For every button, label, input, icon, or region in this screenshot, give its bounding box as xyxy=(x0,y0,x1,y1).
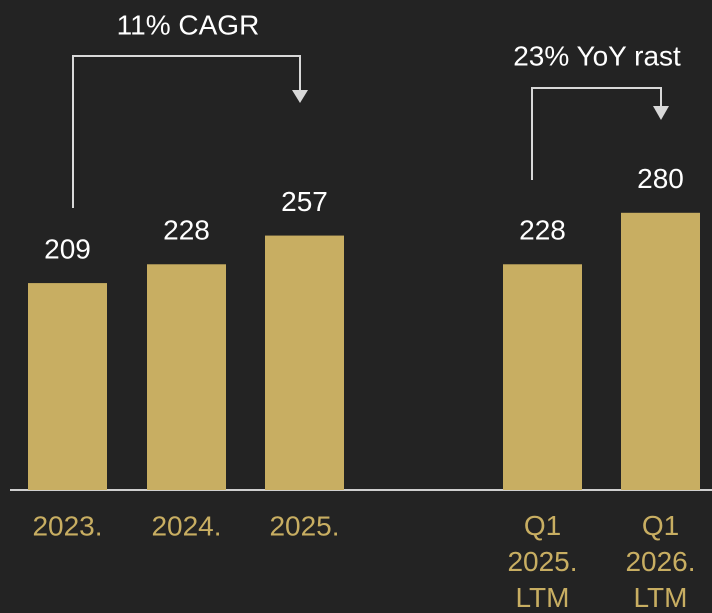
bar xyxy=(147,264,226,490)
x-tick-label-line: 2025. xyxy=(507,546,577,577)
x-tick-label-line: Q1 xyxy=(524,510,561,541)
x-tick-label-line: 2026. xyxy=(625,546,695,577)
value-label: 280 xyxy=(637,163,684,194)
yoy-arrow xyxy=(653,106,669,120)
x-tick-label: 2023. xyxy=(32,510,102,541)
value-label: 209 xyxy=(44,233,91,264)
annotation: 11% CAGR xyxy=(117,9,260,40)
x-tick-label-line: Q1 xyxy=(642,510,679,541)
x-tick-label-line: LTM xyxy=(516,582,570,613)
x-tick-label: Q1 2025. LTM xyxy=(507,510,577,613)
value-label: 228 xyxy=(163,215,210,246)
cagr-bracket xyxy=(72,55,301,208)
value-label: 257 xyxy=(281,186,328,217)
yoy-bracket xyxy=(531,87,662,180)
x-tick-label-line: LTM xyxy=(634,582,688,613)
annotation: 23% YoY rast xyxy=(513,40,681,71)
value-label: 228 xyxy=(519,215,566,246)
bar xyxy=(265,235,344,490)
bar xyxy=(621,212,700,491)
x-tick-label: Q1 2026. LTM xyxy=(625,510,695,613)
x-tick-label: 2024. xyxy=(151,510,221,541)
x-tick-label: 2025. xyxy=(269,510,339,541)
bar xyxy=(503,264,582,490)
cagr-arrow xyxy=(292,90,308,103)
bar xyxy=(28,283,107,490)
